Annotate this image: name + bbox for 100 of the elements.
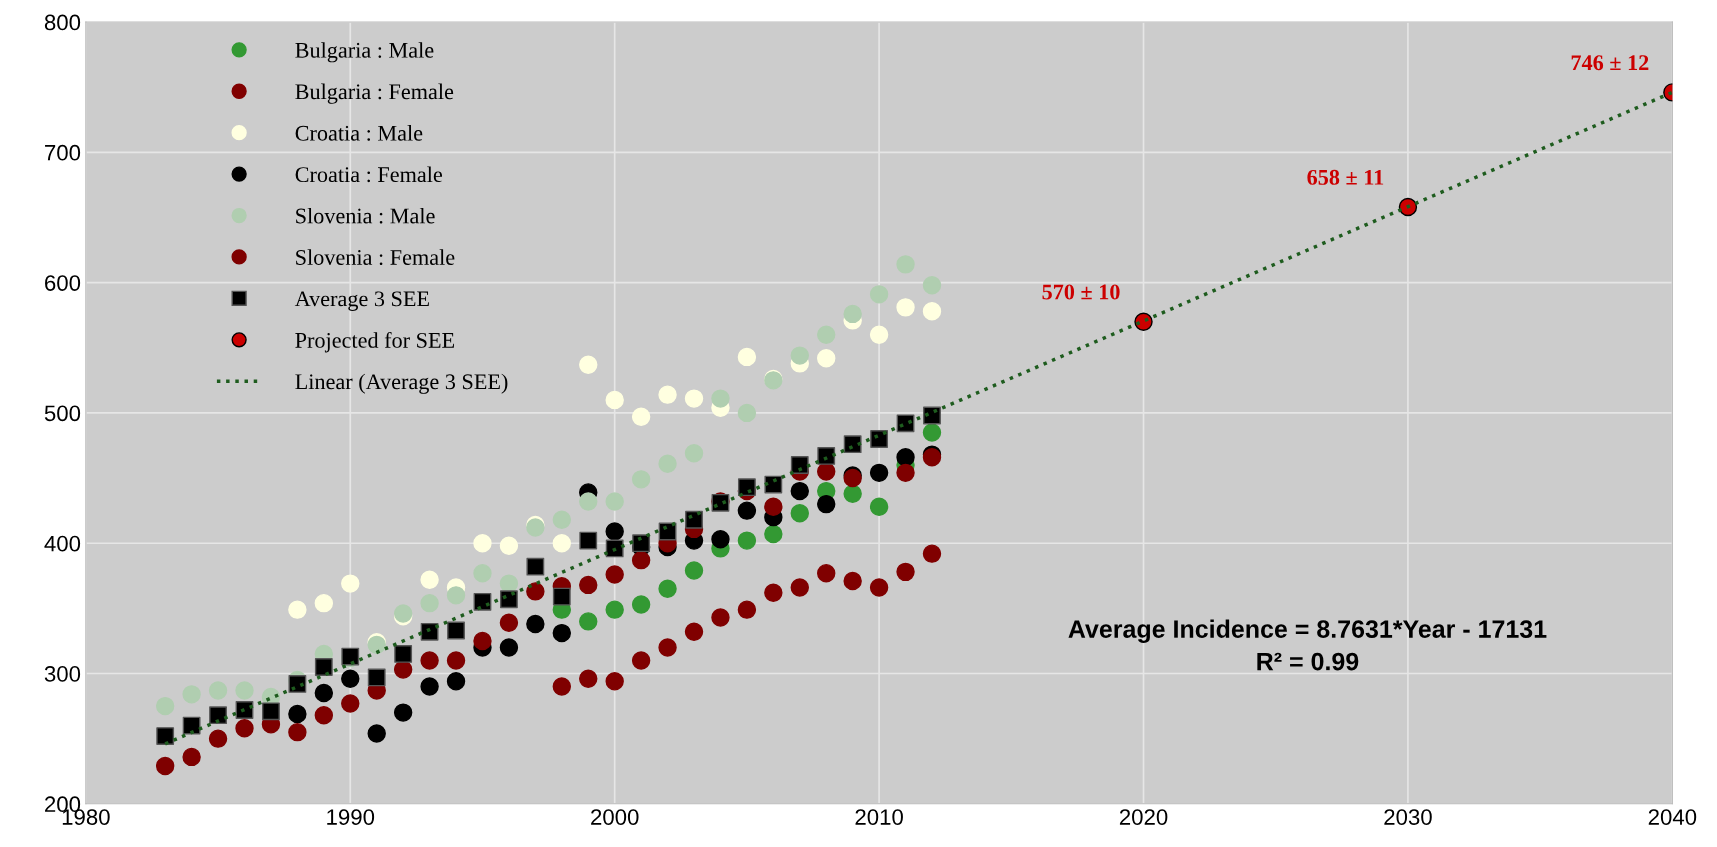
point (843, 571, 862, 591)
point (764, 583, 783, 602)
point (526, 582, 545, 601)
point (420, 593, 439, 613)
point (684, 444, 704, 463)
point (790, 456, 809, 474)
point (922, 423, 942, 442)
point (579, 669, 598, 688)
point (631, 470, 651, 489)
point (684, 622, 704, 642)
point (896, 298, 915, 317)
point (288, 704, 307, 724)
point (393, 660, 413, 679)
point (499, 613, 519, 632)
point (817, 325, 836, 344)
point (314, 658, 333, 676)
point (367, 724, 386, 743)
point (579, 575, 598, 595)
point (552, 587, 571, 606)
point (288, 722, 307, 742)
point (156, 727, 175, 745)
x-tick-label: 2010 (855, 809, 903, 825)
y-tick-label: 800 (44, 14, 81, 31)
point (235, 719, 254, 738)
point (420, 622, 439, 641)
annotation: Average Incidence = 8.7631*Year - 17131 R² = 0.99 (1068, 619, 1547, 671)
point (552, 623, 572, 643)
legend-label: Projected for SEE (295, 332, 455, 353)
point (288, 600, 307, 619)
point (869, 285, 889, 304)
point (499, 574, 519, 593)
legend-label: Bulgaria : Male (295, 42, 434, 63)
point (684, 561, 704, 580)
point (843, 304, 862, 324)
point (500, 590, 518, 609)
point (896, 255, 915, 274)
point (288, 675, 307, 693)
point (314, 593, 334, 613)
point (526, 614, 545, 634)
x-tick-label: 1990 (327, 809, 375, 825)
point (870, 430, 889, 448)
legend-label: Croatia : Female (295, 166, 443, 183)
legend-label: Slovenia : Male (296, 207, 435, 224)
point (208, 681, 228, 700)
y-tick-label: 400 (44, 535, 81, 552)
point (605, 492, 624, 511)
point (579, 531, 598, 550)
point (922, 302, 942, 321)
point (182, 716, 201, 735)
point (473, 534, 492, 553)
point (552, 534, 572, 553)
point (631, 550, 651, 570)
point (896, 414, 915, 433)
legend-label: Bulgaria : Female (295, 83, 454, 104)
point (764, 497, 783, 516)
point (737, 531, 757, 550)
point (737, 501, 757, 520)
data-label: 570 ± 10 (1042, 284, 1120, 300)
point (446, 586, 466, 605)
point (446, 651, 466, 670)
point (314, 706, 334, 725)
point (658, 385, 677, 404)
y-tick-label: 500 (44, 405, 81, 422)
point (473, 592, 492, 611)
y-tick-label: 300 (44, 666, 81, 682)
point (526, 557, 545, 576)
point (631, 595, 651, 614)
y-tick-label: 700 (45, 144, 81, 161)
point (314, 683, 334, 703)
point (790, 504, 809, 523)
point (922, 544, 942, 563)
point (869, 578, 889, 597)
point (235, 701, 254, 719)
point (896, 448, 915, 467)
point (764, 524, 783, 544)
point (631, 651, 651, 670)
point (552, 510, 572, 529)
point (605, 522, 624, 541)
point (341, 694, 360, 713)
point (552, 677, 572, 696)
point (209, 706, 227, 725)
point (737, 600, 757, 619)
point (394, 645, 413, 663)
point (711, 389, 730, 408)
point (341, 574, 360, 593)
point (1398, 197, 1418, 217)
y-tick-label: 600 (45, 275, 81, 291)
point (420, 570, 439, 589)
point (869, 325, 889, 344)
x-tick-label: 2030 (1384, 809, 1432, 825)
point (817, 348, 836, 368)
data-label: 746 ± 12 (1571, 55, 1649, 71)
x-tick-label: 2020 (1119, 809, 1168, 825)
point (182, 747, 201, 767)
point (262, 702, 280, 721)
point (737, 403, 757, 423)
point (341, 669, 360, 688)
point (393, 703, 413, 722)
legend-label: Croatia : Male (295, 125, 423, 141)
point (843, 435, 862, 454)
